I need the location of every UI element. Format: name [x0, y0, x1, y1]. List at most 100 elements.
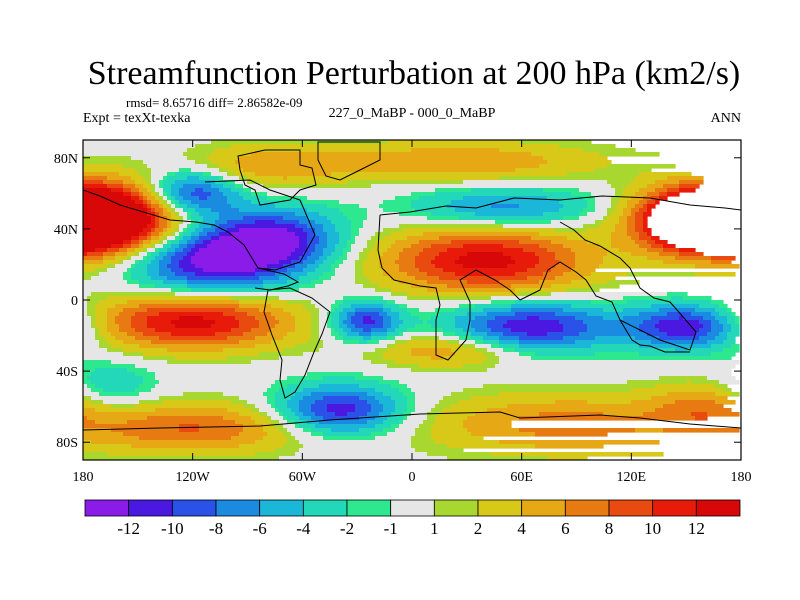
field-cell [167, 200, 172, 205]
field-cell [263, 184, 372, 189]
field-cell [231, 400, 248, 405]
field-cell [167, 240, 172, 245]
field-cell [259, 408, 276, 413]
field-cell [127, 420, 236, 425]
field-cell [203, 268, 256, 273]
field-cell [583, 148, 636, 153]
field-cell [587, 204, 596, 209]
field-cell [711, 344, 732, 349]
field-cell [463, 344, 476, 349]
field-cell [83, 308, 88, 313]
field-cell [239, 324, 260, 329]
field-cell [295, 320, 312, 325]
field-cell [163, 176, 168, 181]
field-cell [191, 200, 228, 205]
field-cell [363, 268, 384, 273]
field-cell [167, 216, 172, 221]
field-cell [83, 388, 92, 393]
field-cell [371, 184, 612, 189]
field-cell [375, 416, 388, 421]
field-cell [435, 256, 460, 261]
field-cell [99, 272, 124, 277]
field-cell [395, 328, 408, 333]
field-cell [695, 264, 740, 269]
field-cell [83, 196, 132, 201]
field-cell [155, 372, 308, 377]
field-cell [455, 316, 476, 321]
x-tick-label: 0 [409, 470, 416, 485]
field-cell [135, 388, 152, 393]
field-cell [235, 172, 256, 177]
field-cell [243, 184, 264, 189]
field-cell [135, 364, 388, 369]
field-cell [615, 188, 624, 193]
field-cell [551, 268, 572, 273]
field-cell [91, 396, 160, 401]
field-cell [431, 324, 456, 329]
field-cell [83, 304, 88, 309]
field-cell [267, 196, 308, 201]
colorbar-swatch [346, 499, 392, 517]
field-cell [367, 400, 380, 405]
field-cell [635, 428, 664, 433]
field-cell [147, 272, 160, 277]
field-cell [487, 324, 504, 329]
field-cell [367, 240, 376, 245]
field-cell [467, 312, 488, 317]
field-cell [611, 184, 628, 189]
field-cell [707, 412, 740, 417]
field-cell [447, 248, 524, 253]
field-cell [547, 248, 572, 253]
field-cell [319, 324, 328, 329]
field-cell [639, 312, 668, 317]
field-cell [455, 308, 484, 313]
field-cell [151, 192, 156, 197]
field-cell [251, 416, 268, 421]
field-cell [603, 260, 664, 265]
field-cell [431, 244, 464, 249]
field-cell [159, 380, 276, 385]
field-cell [331, 276, 356, 281]
field-cell [227, 172, 236, 177]
field-cell [323, 260, 336, 265]
field-cell [427, 272, 456, 277]
field-cell [643, 228, 652, 233]
field-cell [83, 224, 148, 229]
field-cell [275, 404, 288, 409]
colorbar-swatch [171, 499, 217, 517]
field-cell [695, 332, 708, 337]
field-cell [539, 412, 604, 417]
field-cell [335, 260, 344, 265]
field-cell [83, 368, 96, 373]
field-cell [287, 400, 300, 405]
field-cell [275, 408, 280, 413]
field-cell [571, 268, 596, 273]
field-cell [363, 224, 400, 229]
field-cell [379, 284, 412, 289]
field-cell [83, 204, 144, 209]
colorbar-swatch [390, 499, 435, 517]
field-cell [463, 196, 548, 201]
field-cell [399, 224, 504, 229]
colorbar-label: 10 [644, 519, 661, 538]
field-cell [287, 256, 300, 261]
field-cell [639, 344, 712, 349]
field-cell [139, 260, 152, 265]
field-cell [167, 264, 180, 269]
field-cell [347, 256, 360, 261]
field-cell [447, 456, 548, 460]
field-cell [703, 324, 712, 329]
field-cell [507, 264, 536, 269]
field-cell [415, 428, 432, 433]
field-cell [627, 228, 636, 233]
field-cell [383, 316, 392, 321]
field-cell [323, 416, 360, 421]
field-cell [519, 240, 552, 245]
field-cell [399, 324, 416, 329]
field-cell [159, 264, 168, 269]
field-cell [223, 348, 284, 353]
field-cell [83, 236, 132, 241]
field-cell [359, 228, 384, 233]
field-cell [355, 308, 384, 313]
